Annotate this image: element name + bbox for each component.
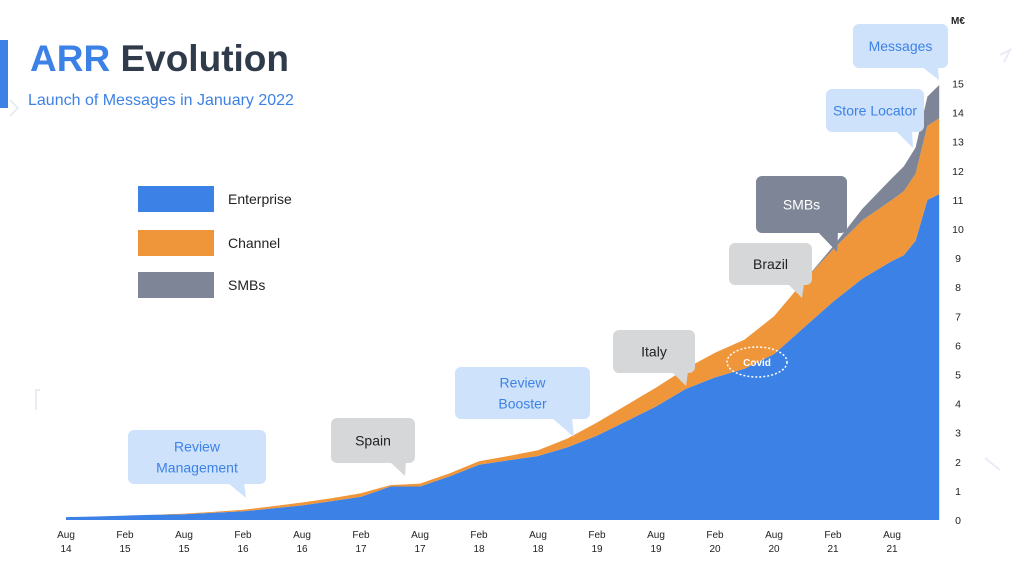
- x-tick-label: Aug 18: [529, 530, 547, 555]
- legend-swatch-smbs: [138, 272, 214, 298]
- legend-item-enterprise: Enterprise: [138, 186, 292, 212]
- y-tick-label: 15: [952, 79, 964, 91]
- x-tick-label: Aug 20: [765, 530, 783, 555]
- callout-box: [826, 89, 924, 132]
- callout-text: Brazil: [753, 256, 788, 272]
- callout-box: [128, 430, 266, 484]
- deco-chevron-left: [9, 99, 20, 117]
- callout-pointer: [896, 131, 913, 148]
- callout-pointer: [672, 372, 688, 386]
- x-tick-label: Feb 19: [588, 530, 606, 555]
- x-tick-label: Feb 21: [824, 530, 842, 555]
- callout-italy: Italy: [613, 330, 695, 386]
- callout-text: Review Management: [156, 439, 238, 476]
- callout-text: Covid: [743, 358, 771, 369]
- callout-box: [729, 243, 812, 285]
- x-tick-label: Feb 15: [116, 530, 134, 555]
- deco-slash-right: [984, 457, 1001, 471]
- callout-review-booster: Review Booster: [455, 367, 590, 437]
- legend-item-channel: Channel: [138, 230, 280, 256]
- x-tick-label: Feb 16: [234, 530, 252, 555]
- y-tick-label: 0: [955, 515, 961, 527]
- callout-store-locator: Store Locator: [826, 89, 924, 148]
- callout-text: SMBs: [783, 197, 820, 213]
- callout-text: Store Locator: [833, 103, 917, 119]
- y-tick-label: 10: [952, 224, 964, 236]
- x-tick-label: Aug 17: [411, 530, 429, 555]
- x-tick-label: Aug 16: [293, 530, 311, 555]
- callout-box: [756, 176, 847, 233]
- callout-text: Italy: [641, 344, 667, 360]
- deco-triangle-right: [999, 47, 1013, 63]
- y-tick-label: 8: [955, 282, 961, 294]
- page-subtitle: Launch of Messages in January 2022: [28, 92, 294, 109]
- y-tick-label: 14: [952, 108, 964, 120]
- x-tick-label: Aug 21: [883, 530, 901, 555]
- y-axis-unit: M€: [951, 16, 965, 27]
- x-tick-label: Aug 14: [57, 530, 75, 555]
- callout-review-management: Review Management: [128, 430, 266, 498]
- deco-bracket-left: [35, 389, 40, 410]
- y-tick-label: 6: [955, 340, 961, 352]
- callout-smbs: SMBs: [756, 176, 847, 252]
- callout-messages: Messages: [853, 24, 948, 80]
- y-tick-label: 9: [955, 253, 961, 265]
- callout-pointer: [390, 462, 406, 476]
- callout-box: [331, 418, 415, 463]
- callout-box: [853, 24, 948, 68]
- callout-text: Messages: [869, 38, 933, 54]
- title-part-evolution: Evolution: [120, 38, 289, 79]
- callout-pointer: [228, 483, 246, 498]
- title-part-arr: ARR: [30, 38, 111, 79]
- area-enterprise: [66, 194, 940, 520]
- legend-swatch-channel: [138, 230, 214, 256]
- y-tick-label: 4: [955, 399, 961, 411]
- x-tick-label: Feb 18: [470, 530, 488, 555]
- callout-text: Spain: [355, 433, 391, 449]
- background-decorations: [9, 47, 1013, 471]
- legend-item-smbs: SMBs: [138, 272, 265, 298]
- legend-swatch-enterprise: [138, 186, 214, 212]
- y-tick-label: 7: [955, 311, 961, 323]
- callout-pointer: [818, 232, 838, 252]
- covid-circle: [726, 346, 788, 378]
- chart-annotations: Review Management Spain Review Booster Italy C…: [128, 24, 948, 498]
- legend-label-smbs: SMBs: [228, 277, 266, 293]
- title-accent-bar: [0, 40, 8, 108]
- x-tick-label: Feb 17: [352, 530, 370, 555]
- callout-covid: Covid: [726, 346, 788, 378]
- page-title: ARR Evolution: [30, 38, 289, 80]
- chart-areas: [66, 85, 940, 520]
- callout-text: Review Booster: [498, 375, 547, 412]
- y-tick-label: 11: [953, 195, 964, 207]
- x-tick-label: Aug 15: [175, 530, 193, 555]
- y-tick-label: 13: [952, 137, 964, 149]
- callout-brazil: Brazil: [729, 243, 812, 298]
- callout-box: [613, 330, 695, 373]
- x-tick-label: Feb 20: [706, 530, 724, 555]
- callout-pointer: [788, 284, 804, 298]
- legend-label-channel: Channel: [228, 235, 281, 251]
- y-tick-label: 5: [955, 370, 961, 382]
- callout-box: [455, 367, 590, 419]
- y-tick-label: 12: [952, 166, 964, 178]
- y-tick-label: 2: [955, 457, 961, 469]
- x-tick-label: Aug 19: [647, 530, 665, 555]
- y-tick-label: 3: [955, 428, 961, 440]
- y-tick-label: 1: [955, 486, 961, 498]
- legend-label-enterprise: Enterprise: [228, 191, 292, 207]
- callout-pointer: [922, 67, 939, 80]
- callout-pointer: [552, 418, 574, 437]
- callout-spain: Spain: [331, 418, 415, 476]
